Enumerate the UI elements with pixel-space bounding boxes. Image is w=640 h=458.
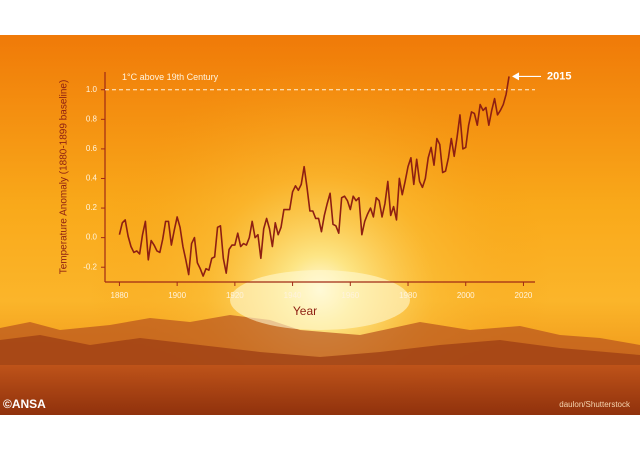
y-tick-label: 0.4 xyxy=(86,174,98,183)
credit: daulon/Shutterstock xyxy=(559,400,631,409)
x-tick-label: 2000 xyxy=(457,291,475,300)
y-tick-label: 0.0 xyxy=(86,233,98,242)
credit: ©ANSA xyxy=(3,397,46,411)
annotation-label: 2015 xyxy=(547,70,571,82)
plot: -0.2 0.0 0.2 0.4 0.6 0.8 1.0 1880 1900 1920 1940 19… xyxy=(83,70,571,300)
x-tick-label: 1980 xyxy=(399,291,417,300)
y-tick-label: 0.6 xyxy=(86,144,98,153)
annotation-arrowhead xyxy=(512,72,520,81)
y-tick-label: -0.2 xyxy=(83,262,97,271)
ground xyxy=(0,365,640,415)
y-tick-label: 0.8 xyxy=(86,114,98,123)
x-axis-label: Year xyxy=(293,304,317,318)
temperature-line xyxy=(118,76,510,277)
x-tick-label: 1960 xyxy=(341,291,359,300)
y-tick-label: 1.0 xyxy=(86,85,98,94)
x-tick-label: 2020 xyxy=(515,291,533,300)
x-tick-label: 1880 xyxy=(111,291,129,300)
x-tick-label: 1940 xyxy=(284,291,302,300)
sun-core xyxy=(230,270,410,330)
x-tick-label: 1920 xyxy=(226,291,244,300)
y-axis-label: Temperature Anomaly (1880-1899 baseline) xyxy=(59,80,70,275)
y-tick-label: 0.2 xyxy=(86,203,98,212)
reference-label: 1°C above 19th Century xyxy=(122,72,219,82)
x-tick-label: 1900 xyxy=(168,291,186,300)
